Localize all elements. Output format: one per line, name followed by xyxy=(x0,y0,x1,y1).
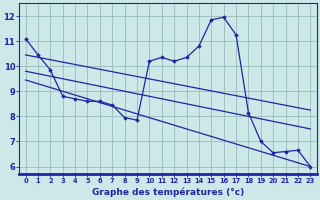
X-axis label: Graphe des températures (°c): Graphe des températures (°c) xyxy=(92,187,244,197)
